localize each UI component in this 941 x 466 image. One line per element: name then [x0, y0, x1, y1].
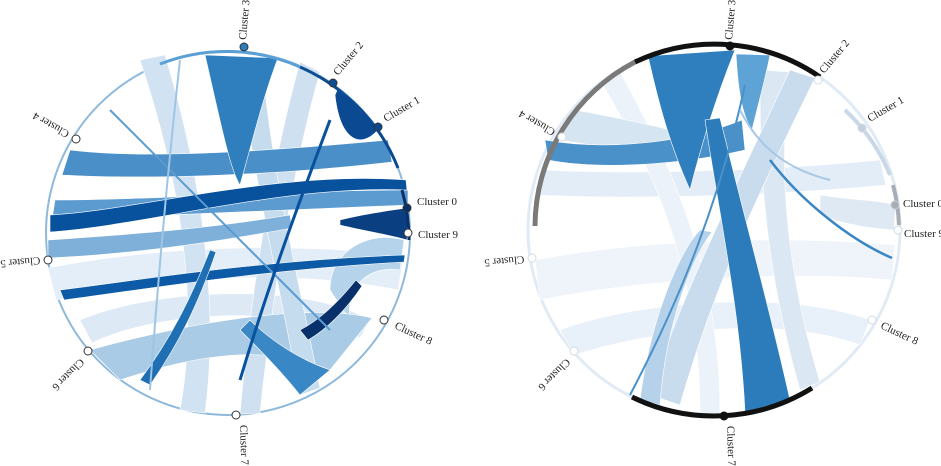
left-chord	[139, 54, 211, 414]
right-arc-cluster-1	[843, 108, 892, 176]
right-chord	[647, 49, 736, 191]
left-chord	[49, 178, 408, 233]
right-marker-cluster-8	[867, 315, 877, 325]
left-label-cluster-8: Cluster 8	[393, 320, 435, 348]
right-label-cluster-2: Cluster 2	[817, 38, 852, 76]
right-chord	[739, 109, 831, 181]
left-chord	[139, 249, 217, 386]
right-label-cluster-7: Cluster 7	[724, 426, 737, 466]
right-arc-cluster-4	[532, 59, 637, 227]
left-chord	[299, 279, 363, 341]
right-chord-diagram: Cluster 0 Cluster 9 Cluster 8 Cluster 7 …	[483, 0, 941, 466]
right-label-cluster-5: Cluster 5	[483, 253, 524, 268]
left-label-cluster-6: Cluster 6	[49, 356, 86, 393]
left-marker-cluster-8	[379, 315, 389, 325]
left-label-cluster-0: Cluster 0	[417, 196, 458, 208]
left-label-cluster-5: Cluster 5	[0, 254, 41, 269]
right-label-cluster-3: Cluster 3	[723, 0, 738, 40]
left-marker-cluster-4	[71, 134, 81, 144]
left-marker-cluster-5	[43, 255, 53, 265]
right-marker-cluster-6	[569, 346, 579, 356]
left-chord	[149, 59, 181, 391]
left-marker-cluster-1	[373, 122, 383, 132]
left-label-cluster-2: Cluster 2	[331, 40, 366, 78]
left-marker-cluster-3	[239, 42, 249, 52]
left-markers	[43, 42, 413, 420]
left-arc-cluster-3	[159, 49, 301, 69]
left-arc-cluster-0	[400, 189, 411, 241]
right-label-cluster-9: Cluster 9	[904, 228, 941, 240]
left-chord	[204, 54, 279, 186]
right-marker-cluster-9	[893, 225, 903, 235]
left-arc-cluster-2	[299, 65, 346, 97]
left-chord	[47, 214, 293, 259]
left-label-cluster-3: Cluster 3	[237, 0, 252, 40]
right-marker-cluster-1	[857, 123, 867, 133]
right-markers	[527, 41, 903, 421]
right-marker-cluster-4	[557, 132, 567, 142]
left-label-cluster-7: Cluster 7	[237, 425, 250, 466]
left-marker-cluster-9	[403, 228, 413, 238]
left-chord-diagram: Cluster 0 Cluster 9 Cluster 8 Cluster 7 …	[0, 0, 459, 466]
right-chord	[639, 229, 713, 406]
left-marker-cluster-7	[231, 410, 241, 420]
right-chord	[769, 159, 893, 260]
right-label-cluster-6: Cluster 6	[535, 356, 572, 393]
left-marker-cluster-6	[83, 346, 93, 356]
right-marker-cluster-3	[725, 41, 735, 51]
left-chord	[339, 207, 409, 241]
right-label-cluster-4: Cluster 4	[516, 107, 557, 138]
left-label-cluster-9: Cluster 9	[418, 229, 459, 241]
left-marker-cluster-0	[402, 203, 412, 213]
left-chord	[238, 119, 332, 381]
left-chord	[109, 109, 331, 331]
right-marker-cluster-7	[719, 411, 729, 421]
right-label-cluster-8: Cluster 8	[879, 320, 921, 348]
left-chord	[59, 254, 406, 301]
right-marker-cluster-5	[527, 253, 537, 263]
right-chord	[629, 84, 746, 396]
right-label-cluster-1: Cluster 1	[866, 94, 907, 124]
left-marker-cluster-2	[328, 78, 338, 88]
left-chord	[61, 139, 393, 178]
right-label-cluster-0: Cluster 0	[903, 198, 941, 210]
left-label-cluster-4: Cluster 4	[30, 109, 71, 140]
right-marker-cluster-2	[813, 75, 823, 85]
left-label-cluster-1: Cluster 1	[382, 94, 423, 124]
left-chord	[239, 319, 331, 396]
right-marker-cluster-0	[890, 200, 900, 210]
